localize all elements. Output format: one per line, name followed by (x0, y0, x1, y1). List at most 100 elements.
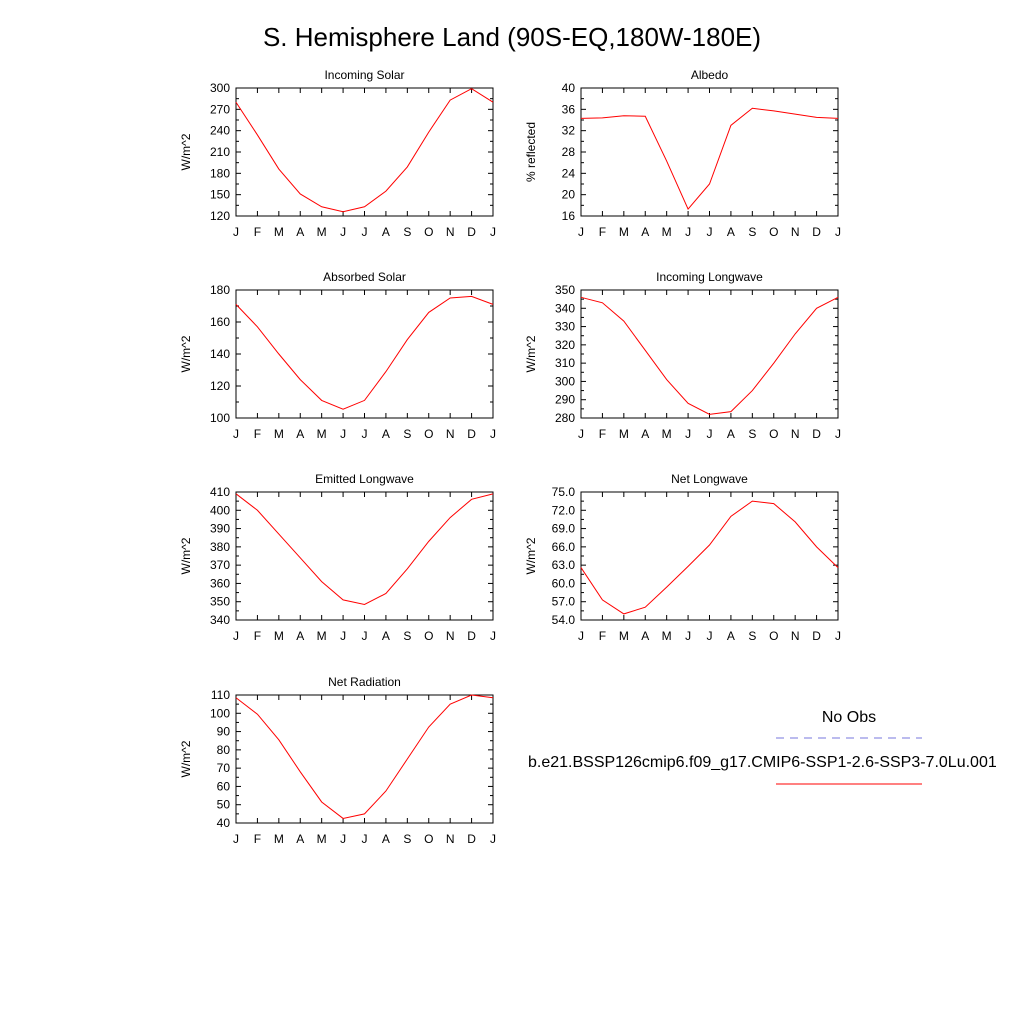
net-radiation-series-line (235, 694, 494, 819)
incoming-longwave-y-tick-label: 310 (555, 356, 575, 370)
emitted-longwave-x-tick-label: S (403, 629, 411, 643)
incoming-solar-series-line (235, 88, 494, 213)
albedo-x-tick-label: A (727, 225, 735, 239)
emitted-longwave-x-tick-label: J (490, 629, 496, 643)
incoming-longwave-x-tick-label: J (835, 427, 841, 441)
net-radiation-x-tick-label: N (446, 832, 455, 846)
incoming-longwave-y-tick-label: 350 (555, 283, 575, 297)
net-longwave-y-tick-label: 72.0 (552, 503, 576, 517)
incoming-solar-y-tick-label: 270 (210, 102, 230, 116)
absorbed-solar-x-tick-label: M (274, 427, 284, 441)
albedo-y-tick-label: 36 (562, 102, 576, 116)
emitted-longwave-y-tick-label: 370 (210, 558, 230, 572)
incoming-solar-x-tick-label: M (317, 225, 327, 239)
emitted-longwave-title: Emitted Longwave (315, 472, 414, 486)
net-radiation-x-tick-label: J (490, 832, 496, 846)
absorbed-solar-y-axis-label: W/m^2 (179, 335, 193, 372)
net-radiation-x-tick-label: J (362, 832, 368, 846)
emitted-longwave-x-tick-label: A (382, 629, 390, 643)
absorbed-solar-series-line (235, 295, 494, 410)
absorbed-solar-x-tick-label: O (424, 427, 433, 441)
incoming-longwave-y-tick-label: 340 (555, 301, 575, 315)
incoming-longwave-x-tick-label: S (748, 427, 756, 441)
net-radiation-y-tick-label: 70 (217, 761, 231, 775)
net-radiation-x-tick-label: A (296, 832, 304, 846)
incoming-solar-y-tick-label: 300 (210, 81, 230, 95)
albedo-x-tick-label: S (748, 225, 756, 239)
albedo-title: Albedo (691, 68, 729, 82)
incoming-longwave-x-tick-label: J (685, 427, 691, 441)
emitted-longwave-plot-frame (235, 491, 494, 621)
emitted-longwave-y-tick-label: 340 (210, 613, 230, 627)
albedo-x-tick-label: A (641, 225, 649, 239)
net-radiation-x-tick-label: S (403, 832, 411, 846)
net-radiation-y-tick-label: 40 (217, 816, 231, 830)
emitted-longwave-y-axis-label: W/m^2 (179, 537, 193, 574)
absorbed-solar-x-tick-label: S (403, 427, 411, 441)
incoming-longwave-plot-frame (580, 289, 839, 419)
absorbed-solar-y-tick-label: 140 (210, 347, 230, 361)
albedo-x-tick-label: N (791, 225, 800, 239)
incoming-longwave-y-tick-label: 290 (555, 393, 575, 407)
net-radiation-y-tick-label: 110 (211, 688, 230, 702)
net-longwave-title: Net Longwave (671, 472, 748, 486)
emitted-longwave-y-tick-label: 380 (210, 540, 230, 554)
net-longwave-x-tick-label: D (812, 629, 821, 643)
incoming-longwave-y-axis-label: W/m^2 (524, 335, 538, 372)
net-radiation-x-tick-label: O (424, 832, 433, 846)
emitted-longwave-x-tick-label: J (233, 629, 239, 643)
incoming-solar-y-tick-label: 210 (210, 145, 230, 159)
absorbed-solar-x-tick-label: J (362, 427, 368, 441)
incoming-longwave-x-tick-label: A (641, 427, 649, 441)
incoming-solar-x-tick-label: N (446, 225, 455, 239)
albedo-x-tick-label: J (578, 225, 584, 239)
albedo-series-line (580, 107, 839, 210)
incoming-solar-y-tick-label: 150 (210, 188, 230, 202)
incoming-longwave-x-tick-label: M (619, 427, 629, 441)
net-longwave-x-tick-label: J (835, 629, 841, 643)
emitted-longwave-y-tick-label: 360 (210, 576, 230, 590)
absorbed-solar-x-tick-label: A (296, 427, 304, 441)
net-longwave-x-tick-label: J (685, 629, 691, 643)
net-longwave-x-tick-label: O (769, 629, 778, 643)
incoming-longwave-x-tick-label: A (727, 427, 735, 441)
incoming-solar-x-tick-label: A (296, 225, 304, 239)
incoming-longwave-x-tick-label: O (769, 427, 778, 441)
net-longwave-y-tick-label: 60.0 (552, 576, 576, 590)
net-radiation-y-tick-label: 100 (210, 706, 230, 720)
absorbed-solar-x-tick-label: A (382, 427, 390, 441)
legend: No Obs b.e21.BSSP126cmip6.f09_g17.CMIP6-… (528, 709, 997, 785)
incoming-longwave-title: Incoming Longwave (656, 270, 763, 284)
absorbed-solar-x-tick-label: J (490, 427, 496, 441)
legend-model-label: b.e21.BSSP126cmip6.f09_g17.CMIP6-SSP1-2.… (528, 754, 997, 771)
albedo-y-tick-label: 40 (562, 81, 576, 95)
net-longwave-x-tick-label: F (599, 629, 606, 643)
incoming-solar-y-tick-label: 180 (210, 166, 230, 180)
incoming-solar-x-tick-label: F (254, 225, 261, 239)
incoming-longwave-series-line (580, 296, 839, 415)
albedo-x-tick-label: O (769, 225, 778, 239)
net-longwave-x-tick-label: J (578, 629, 584, 643)
absorbed-solar-x-tick-label: J (233, 427, 239, 441)
net-radiation-plot-frame (235, 694, 494, 824)
net-radiation-y-tick-label: 80 (217, 743, 231, 757)
incoming-solar-x-tick-label: O (424, 225, 433, 239)
emitted-longwave-x-tick-label: J (362, 629, 368, 643)
net-longwave-y-tick-label: 69.0 (552, 522, 576, 536)
net-radiation-x-tick-label: A (382, 832, 390, 846)
figure-title: S. Hemisphere Land (90S-EQ,180W-180E) (263, 22, 761, 52)
incoming-longwave-y-tick-label: 330 (555, 320, 575, 334)
albedo-y-tick-label: 24 (562, 166, 576, 180)
net-longwave-x-tick-label: J (707, 629, 713, 643)
incoming-longwave-x-tick-label: D (812, 427, 821, 441)
net-longwave-plot-frame (580, 491, 839, 621)
incoming-solar-y-tick-label: 240 (210, 124, 230, 138)
incoming-solar-x-tick-label: S (403, 225, 411, 239)
net-radiation-x-tick-label: D (467, 832, 476, 846)
incoming-longwave-x-tick-label: N (791, 427, 800, 441)
